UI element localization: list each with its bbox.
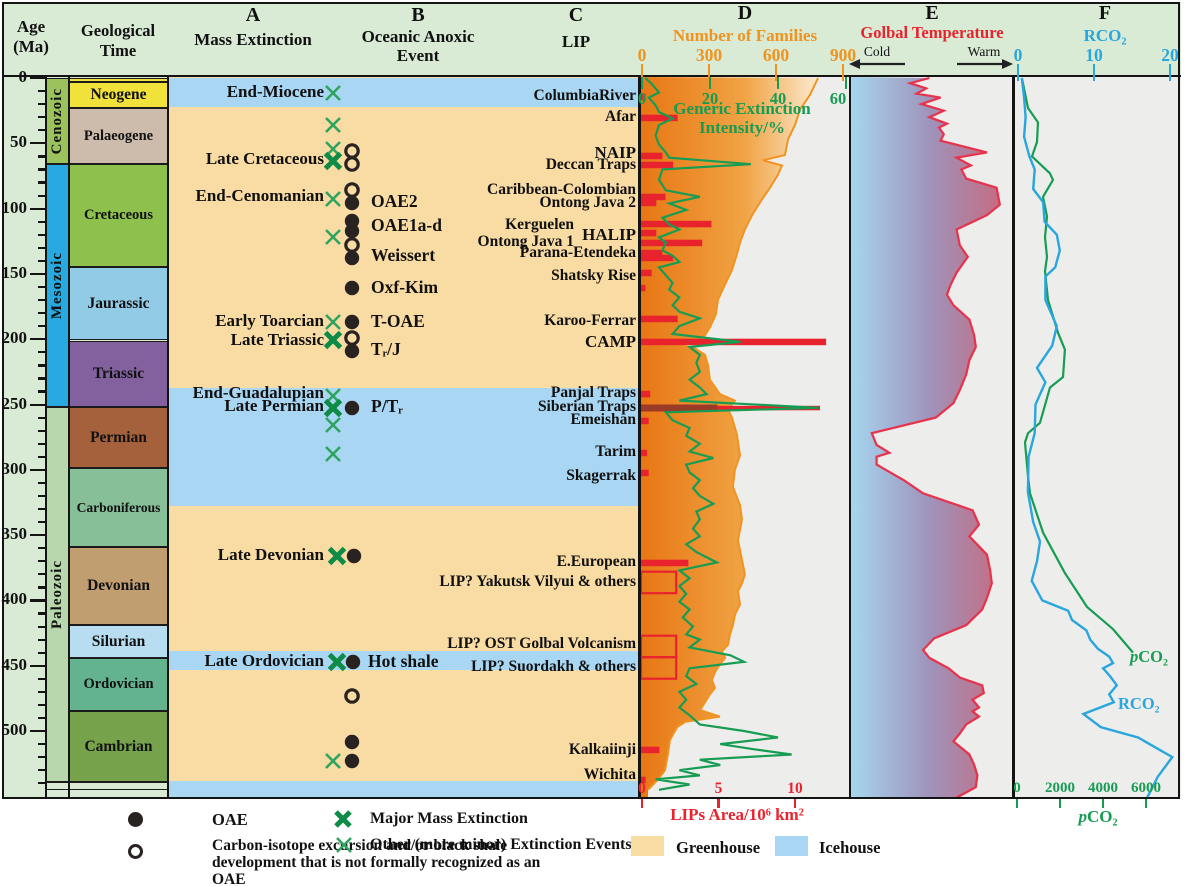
column-title-lip: LIP [561,32,591,51]
families-axis-title: Number of Families [672,26,818,45]
legend-icehouse-swatch [775,836,808,856]
pco2-axis-label-p: p [1078,807,1087,826]
warm-label: Warm [967,44,1001,59]
intensity-title-line2: Intensity/% [699,118,785,137]
legend-major-x-icon [334,810,352,828]
pco2-axis-label-rest: CO₂ [1086,807,1118,826]
geo-time-title-line2: Time [99,41,137,60]
geo-time-title-line1: Geological [80,21,156,40]
divider-period-abc [167,75,169,799]
pco2-curve-label-rest: CO₂ [1138,647,1168,666]
legend-cie-label: Carbon-isotope excursion and/or black sh… [212,837,541,886]
legend-oae-label: OAE [212,810,248,829]
divider-age-era [45,75,47,799]
age-axis-title-line1: Age [16,17,46,36]
pco2-tick [1058,799,1062,808]
pco2-tick [1144,799,1148,808]
legend-greenhouse-label: Greenhouse [676,838,761,857]
legend-cie-open-circle-icon [128,844,143,859]
legend-icehouse-label: Icehouse [819,838,881,857]
legend-greenhouse-swatch [631,836,664,856]
column-letter-f: F [1098,2,1112,24]
column-letter-b: B [411,4,425,26]
age-axis-title-line2: (Ma) [13,37,49,56]
header-band [2,2,1181,75]
rco2-curve-label: RCO₂ [1118,694,1160,713]
column-letter-c: C [568,4,584,26]
pco2-curve-label-p: p [1130,647,1139,666]
temperature-axis-title: Golbal Temperature [860,23,1004,42]
column-letter-d: D [737,2,753,24]
column-letter-a: A [245,4,261,26]
divider-e-f [1012,75,1015,799]
legend-oae-filled-circle-icon [128,812,143,827]
divider-era-period [68,75,70,799]
column-title-oae-line1: Oceanic Anoxic [361,27,475,46]
legend-major-label: Major Mass Extinction [370,810,528,827]
column-title-mass-extinction: Mass Extinction [194,30,312,49]
legend-minor-x-icon [336,837,352,853]
cold-label: Cold [863,44,891,59]
rco2-axis-title: RCO₂ [1083,26,1127,45]
intensity-title-line1: Generic Extinction [673,99,811,118]
pco2-tick [1015,799,1019,808]
divider-c-d [638,75,641,799]
header-divider [2,75,1181,77]
legend-minor-label: Other (more minor) Extinction Events [370,836,632,853]
lips-area-axis-label: LIPs Area/10⁶ km² [670,805,804,824]
divider-d-e [848,75,851,799]
column-title-oae-line2: Event [396,46,440,65]
figure-border [2,2,1180,799]
pco2-curve-label: pCO₂ [1130,648,1168,665]
pco2-axis-label: pCO₂ [1038,808,1158,826]
column-letter-e: E [925,2,939,24]
